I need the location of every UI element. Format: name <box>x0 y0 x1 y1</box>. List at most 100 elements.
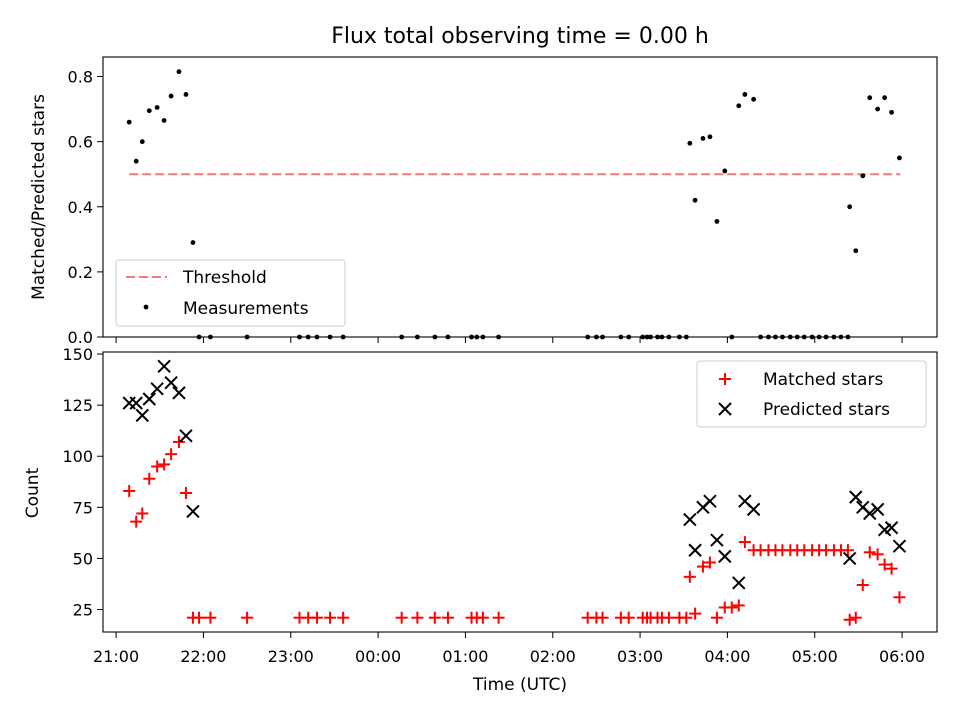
matched-legend-label: Matched stars <box>763 370 883 390</box>
predicted-point <box>703 494 717 508</box>
predicted-point <box>863 506 877 521</box>
bottom-y-tick-label: 100 <box>62 447 93 466</box>
chart-title: Flux total observing time = 0.00 h <box>331 24 709 49</box>
top-axes-frame <box>102 56 938 338</box>
top-legend: Threshold Measurements <box>115 259 346 327</box>
measurement-point <box>183 92 189 97</box>
x-tick-label: 00:00 <box>355 647 401 666</box>
predicted-point <box>172 386 186 400</box>
bottom-axes-frame <box>102 351 938 633</box>
predicted-point <box>746 502 761 517</box>
matched-point <box>337 611 350 624</box>
matched-point <box>165 448 178 461</box>
bottom-y-tick-label: 150 <box>62 345 93 364</box>
predicted-points <box>122 359 907 590</box>
measurement-point <box>751 96 757 102</box>
matched-point <box>732 599 745 612</box>
x-tick-label: 22:00 <box>180 647 226 666</box>
bottom-legend: Matched stars Predicted stars <box>696 360 927 428</box>
predicted-point <box>142 392 156 406</box>
bottom-panel: 25 50 75 100 125 150 21:00 22:00 23:00 00:00 01:0… <box>23 345 938 695</box>
predicted-point <box>892 539 907 553</box>
bottom-y-axis-label: Count <box>23 467 43 518</box>
top-panel: 0.00.20.40.60.8 Matched/Predicted stars … <box>29 56 938 347</box>
x-tick-label: 06:00 <box>879 647 925 666</box>
matched-point <box>878 558 891 571</box>
matched-points <box>123 435 906 626</box>
measurement-point <box>692 197 698 203</box>
measurement-point <box>176 69 182 75</box>
matched-point <box>441 611 454 624</box>
predicted-point <box>157 359 171 374</box>
top-y-tick-label: 0.6 <box>68 133 93 152</box>
matched-point <box>411 611 424 624</box>
measurement-point <box>897 155 902 161</box>
measurement-point <box>687 140 693 146</box>
matched-point <box>492 611 505 624</box>
matched-point <box>703 556 716 569</box>
predicted-point <box>732 576 746 590</box>
measurement-point <box>882 95 888 101</box>
x-tick-label: 01:00 <box>442 647 488 666</box>
measurement-point <box>139 139 145 145</box>
predicted-point <box>718 549 732 564</box>
matched-point <box>683 570 696 583</box>
predicted-point <box>688 543 702 557</box>
predicted-point <box>842 551 857 566</box>
top-x-ticks <box>115 337 903 343</box>
bottom-y-ticks: 25 50 75 100 125 150 <box>62 345 103 620</box>
predicted-point <box>849 490 863 504</box>
measurement-point <box>168 93 174 99</box>
matched-legend-swatch <box>719 373 731 385</box>
matched-point <box>241 611 254 624</box>
matched-point <box>179 487 192 500</box>
measurement-point <box>707 134 713 140</box>
matched-point <box>885 562 898 575</box>
top-y-tick-label: 0.8 <box>68 68 93 87</box>
top-y-ticks: 0.0 0.2 0.4 0.6 0.8 <box>68 68 103 347</box>
measurement-point <box>190 240 196 245</box>
matched-point <box>696 560 709 573</box>
matched-point <box>856 578 869 591</box>
matched-point <box>476 611 489 624</box>
measurement-point <box>154 105 160 110</box>
matched-point <box>841 544 854 557</box>
x-tick-label: 03:00 <box>617 647 663 666</box>
matched-point <box>689 607 702 620</box>
measurement-point <box>847 204 853 210</box>
matched-point <box>143 472 156 485</box>
matched-point <box>158 458 171 471</box>
measurement-point <box>714 219 720 224</box>
measurement-point <box>722 168 728 174</box>
matched-point <box>596 611 609 624</box>
measurement-point <box>860 173 866 179</box>
measurement-point <box>867 95 873 101</box>
measurement-point <box>161 118 167 123</box>
predicted-point <box>179 429 193 443</box>
matched-point <box>395 611 408 624</box>
measurements-legend-swatch <box>143 304 149 310</box>
predicted-point <box>135 408 150 423</box>
x-tick-label: 21:00 <box>93 647 139 666</box>
measurement-point <box>736 103 742 109</box>
bottom-x-ticks: 21:00 22:00 23:00 00:00 01:00 02:00 03:00 04:00… <box>93 632 925 666</box>
matched-point <box>849 611 862 624</box>
matched-point <box>622 611 635 624</box>
measurement-point <box>742 92 748 97</box>
measurement-point <box>126 119 132 125</box>
predicted-point <box>150 382 164 396</box>
x-tick-label: 23:00 <box>268 647 314 666</box>
predicted-legend-label: Predicted stars <box>763 400 890 420</box>
x-axis-label: Time (UTC) <box>472 675 567 695</box>
matched-point <box>863 546 876 559</box>
matched-point <box>428 611 441 624</box>
bottom-y-tick-label: 125 <box>62 396 93 415</box>
matched-point <box>172 435 185 448</box>
matched-point <box>130 515 143 528</box>
predicted-point <box>129 396 143 410</box>
matched-point <box>123 484 136 497</box>
predicted-point <box>870 502 885 517</box>
matched-point <box>680 611 693 624</box>
predicted-point <box>884 521 899 535</box>
matched-point <box>710 611 723 624</box>
